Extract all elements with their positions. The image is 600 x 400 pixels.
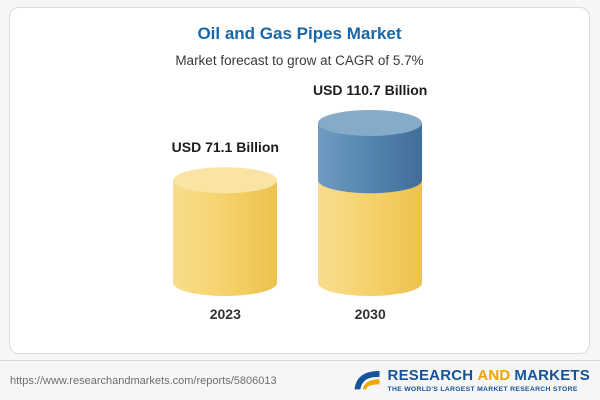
bar-group-2023: USD 71.1 Billion 2023 — [172, 139, 279, 322]
footer: https://www.researchandmarkets.com/repor… — [0, 360, 600, 400]
year-label-2023: 2023 — [209, 306, 241, 322]
logo-tagline: THE WORLD'S LARGEST MARKET RESEARCH STOR… — [387, 385, 578, 393]
cylinder-2030 — [318, 110, 423, 296]
bar-group-2030: USD 110.7 Billion 2030 — [313, 82, 427, 322]
logo: RESEARCH AND MARKETS THE WORLD'S LARGEST M… — [352, 368, 590, 394]
logo-word-and: AND — [477, 367, 511, 385]
cylinder-chart: USD 71.1 Billion 2023 USD 110.7 Billion … — [10, 82, 589, 322]
report-url: https://www.researchandmarkets.com/repor… — [10, 374, 277, 387]
year-label-2030: 2030 — [354, 306, 386, 322]
logo-wordmark: RESEARCH AND MARKETS — [388, 368, 590, 384]
logo-mark-icon — [354, 370, 380, 389]
cylinder-2023 — [173, 167, 278, 296]
logo-text-block: RESEARCH AND MARKETS THE WORLD'S LARGEST M… — [388, 368, 590, 393]
chart-title: Oil and Gas Pipes Market — [197, 24, 402, 43]
bar-value-label-2030: USD 110.7 Billion — [312, 82, 428, 98]
chart-subtitle: Market forecast to grow at CAGR of 5.7% — [175, 53, 424, 68]
chart-card: Oil and Gas Pipes Market Market forecast… — [9, 7, 590, 354]
logo-word-markets: MARKETS — [514, 367, 590, 385]
logo-word-research: RESEARCH — [387, 367, 474, 385]
bar-value-label-2023: USD 71.1 Billion — [171, 139, 279, 155]
